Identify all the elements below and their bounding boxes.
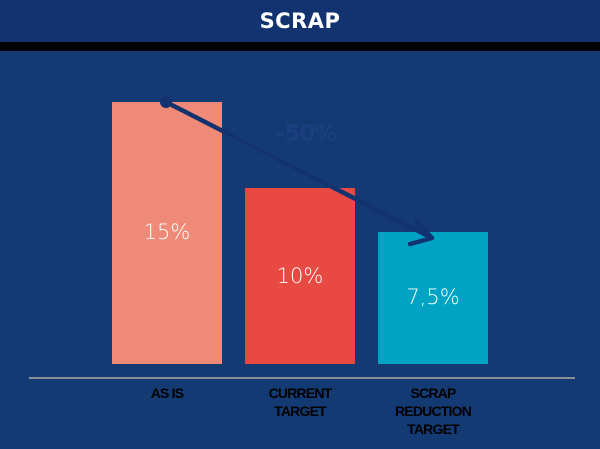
bar-value-label: 10% [276, 264, 324, 288]
bar-current-target: 10% [245, 188, 355, 364]
header-divider [0, 42, 600, 51]
category-label-line: TARGET [274, 403, 327, 419]
category-label-current-target: CURRENT TARGET [235, 384, 365, 420]
bar-value-label: 7,5% [406, 285, 460, 309]
bar-value-label: 15% [143, 220, 191, 244]
bar-scrap-reduction-target: 7,5% [378, 232, 488, 364]
x-axis-line [29, 377, 575, 379]
page-title: SCRAP [259, 9, 341, 33]
category-label-line: TARGET [407, 421, 460, 437]
category-label-line: SCRAP [410, 385, 456, 401]
category-label-line: AS IS [150, 385, 184, 401]
category-label-as-is: AS IS [102, 384, 232, 402]
category-label-line: REDUCTION [394, 403, 472, 419]
bar-as-is: 15% [112, 102, 222, 364]
header-bar: SCRAP [0, 0, 600, 42]
category-label-scrap-reduction-target: SCRAP REDUCTION TARGET [368, 384, 498, 438]
category-label-line: CURRENT [268, 385, 333, 401]
delta-annotation: -50% [275, 121, 338, 147]
